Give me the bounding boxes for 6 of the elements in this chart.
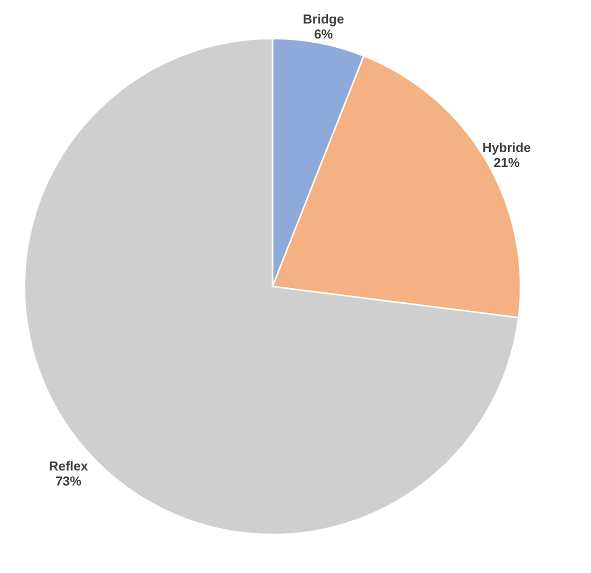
- slice-label: Bridge: [302, 11, 344, 26]
- slice-label: Reflex: [48, 458, 89, 474]
- slice-label: Hybride: [482, 140, 531, 156]
- data-label: 21%: [494, 155, 520, 170]
- data-label: 6%: [314, 26, 334, 42]
- data-label: 73%: [55, 473, 82, 488]
